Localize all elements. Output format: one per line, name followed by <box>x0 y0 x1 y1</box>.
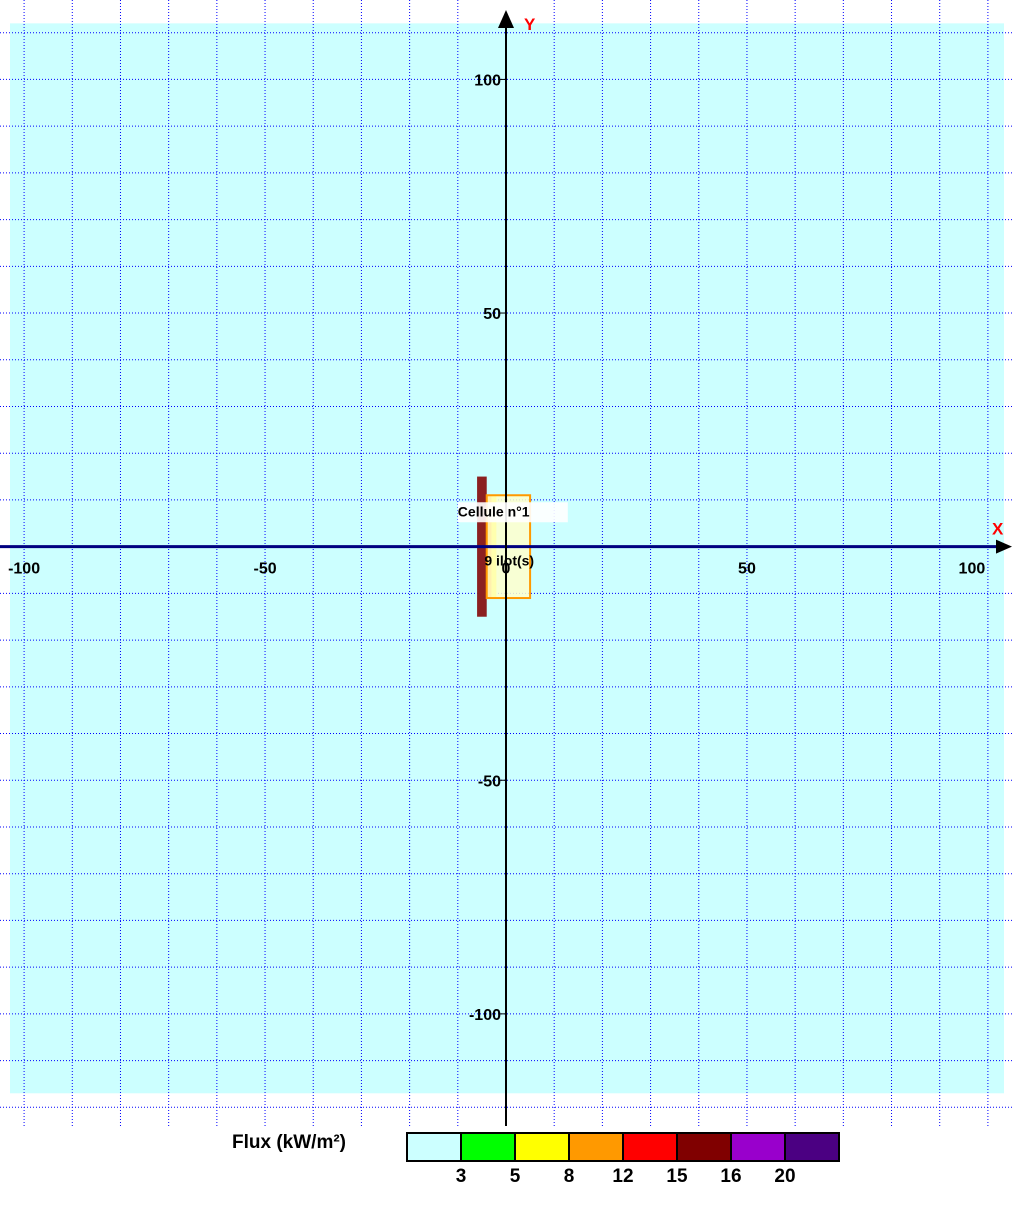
x-axis-name: X <box>992 520 1004 539</box>
y-tick-label: 100 <box>474 72 501 89</box>
x-tick-label: -50 <box>253 561 276 578</box>
cellule-label-background <box>457 502 568 523</box>
x-tick-label: 0 <box>502 561 511 578</box>
y-tick-label: -100 <box>469 1007 501 1024</box>
y-axis-name: Y <box>524 15 536 34</box>
legend-swatch <box>570 1134 624 1160</box>
cellule-label: Cellule n°1 <box>458 503 530 519</box>
legend-swatch <box>408 1134 462 1160</box>
legend-threshold-label: 15 <box>666 1166 688 1187</box>
flux-legend: Flux (kW/m²) 3 5 8 12 15 16 20 <box>232 1132 852 1212</box>
y-axis-arrow <box>498 10 514 28</box>
y-tick-label: 50 <box>483 306 501 323</box>
y-tick-label: -50 <box>478 773 501 790</box>
legend-title: Flux (kW/m²) <box>232 1132 346 1153</box>
legend-swatch <box>624 1134 678 1160</box>
ilots-label: 9 ilot(s) <box>484 552 534 568</box>
x-tick-label: 100 <box>959 561 986 578</box>
legend-threshold-label: 3 <box>455 1166 467 1187</box>
x-tick-label: 50 <box>738 561 756 578</box>
object-labels: Cellule n°1 9 ilot(s) <box>457 502 568 568</box>
legend-swatch <box>462 1134 516 1160</box>
legend-threshold-label: 16 <box>720 1166 742 1187</box>
legend-threshold-label: 8 <box>563 1166 575 1187</box>
tick-labels: -100 -50 0 50 100 100 50 -50 -100 <box>8 72 985 1023</box>
plot-area: X Y -100 -50 0 50 100 100 50 -50 -100 Cellule n°… <box>0 0 1012 1126</box>
x-tick-label: -100 <box>8 561 40 578</box>
axes: X Y <box>0 10 1012 1126</box>
legend-swatch <box>516 1134 570 1160</box>
legend-swatch <box>732 1134 786 1160</box>
legend-swatch <box>786 1134 838 1160</box>
grid <box>0 0 1012 1126</box>
legend-color-bar <box>406 1132 840 1162</box>
legend-threshold-label: 20 <box>774 1166 796 1187</box>
legend-threshold-label: 12 <box>612 1166 634 1187</box>
x-axis-arrow <box>996 539 1012 554</box>
legend-threshold-label: 5 <box>509 1166 521 1187</box>
legend-swatch <box>678 1134 732 1160</box>
